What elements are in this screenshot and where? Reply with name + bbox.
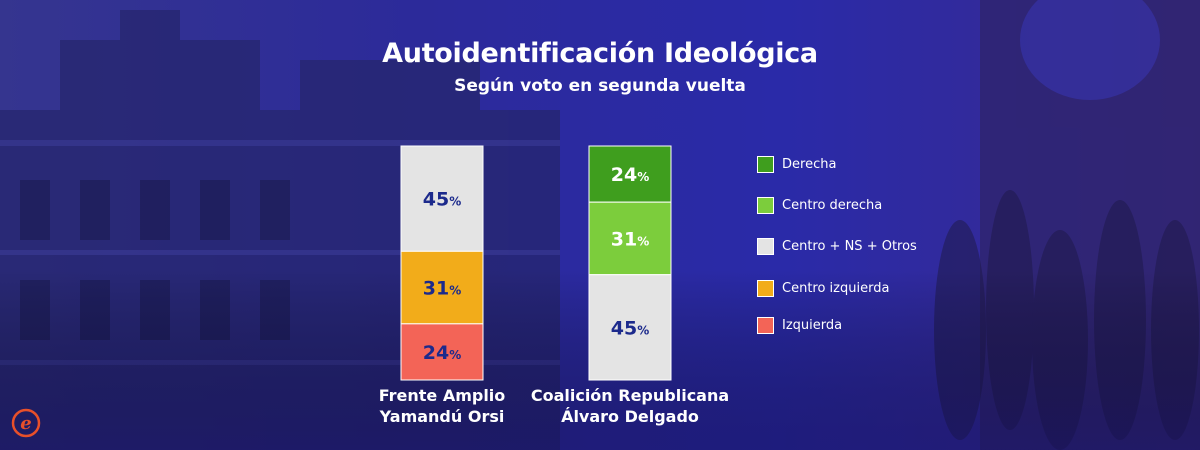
legend-swatch: [757, 196, 774, 214]
bar-segment-centro-derecha: [588, 201, 672, 276]
legend-item: Centro + NS + Otros: [757, 236, 917, 256]
bar-segment-izquierda: [400, 323, 484, 381]
legend-label: Centro derecha: [782, 197, 883, 213]
legend-label: Centro izquierda: [782, 280, 890, 296]
legend-swatch: [757, 316, 774, 334]
category-sublabel: Yamandú Orsi: [379, 407, 505, 426]
category-label: Coalición Republicana: [531, 386, 729, 405]
svg-text:e: e: [20, 413, 31, 434]
legend-label: Centro + NS + Otros: [782, 238, 917, 254]
legend-label: Derecha: [782, 156, 837, 172]
legend-label: Izquierda: [782, 317, 843, 333]
e-logo-icon: e: [11, 408, 41, 438]
data-label: 24%: [611, 164, 649, 186]
bar-segment-centro-ns-otros: [588, 274, 672, 381]
category-sublabel: Álvaro Delgado: [561, 407, 699, 426]
legend-swatch: [757, 155, 774, 173]
chart-subtitle: Según voto en segunda vuelta: [454, 76, 746, 96]
legend-swatch: [757, 279, 774, 297]
legend-item: Centro derecha: [757, 195, 882, 215]
category-label: Frente Amplio: [379, 386, 506, 405]
data-label: 31%: [423, 278, 461, 300]
legend-swatch: [757, 237, 774, 255]
legend-item: Derecha: [757, 154, 836, 174]
data-label: 45%: [611, 317, 649, 339]
data-label: 24%: [423, 342, 461, 364]
bar-segment-centro-izquierda: [400, 250, 484, 325]
legend-item: Izquierda: [757, 315, 842, 335]
data-label: 45%: [423, 189, 461, 211]
data-label: 31%: [611, 228, 649, 250]
bar-segment-derecha: [588, 145, 672, 203]
chart-title: Autoidentificación Ideológica: [382, 38, 818, 69]
bar-segment-centro-ns-otros: [400, 145, 484, 252]
legend-item: Centro izquierda: [757, 278, 889, 298]
